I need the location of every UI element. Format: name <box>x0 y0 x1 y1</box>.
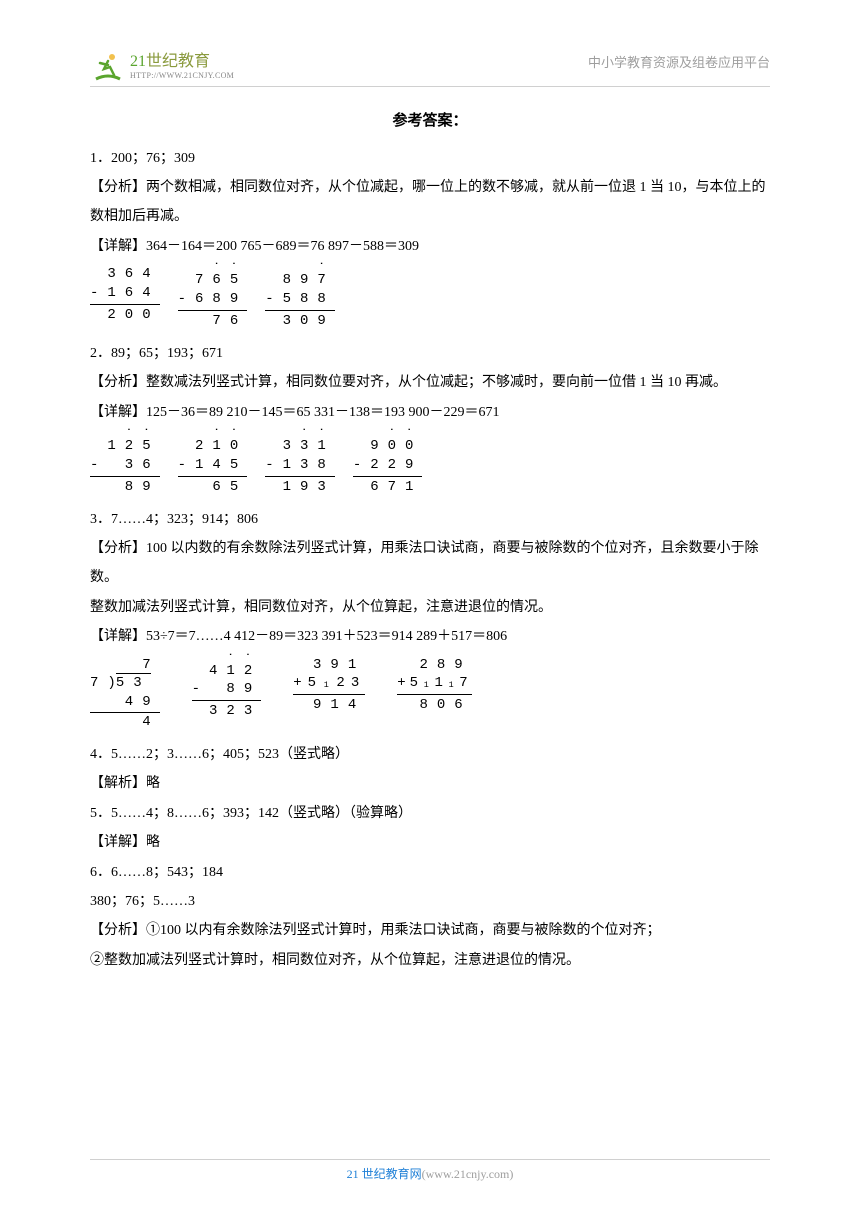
logo-text: 21世纪教育 HTTP://WWW.21CNJY.COM <box>130 54 234 80</box>
q1-analysis: 【分析】两个数相减，相同数位对齐，从个位减起，哪一位上的数不够减，就从前一位退 … <box>90 173 770 232</box>
q4-analysis: 【解析】略 <box>90 769 770 798</box>
q2-analysis: 【分析】整数减法列竖式计算，相同数位要对齐，从个位减起；不够减时，要向前一位借 … <box>90 368 770 397</box>
q1-detail: 【详解】364－164＝200 765－689＝76 897－588＝309 <box>90 232 770 261</box>
calc-block: ˙˙ 210-145 65 <box>178 431 248 497</box>
logo: 21世纪教育 HTTP://WWW.21CNJY.COM <box>90 49 234 85</box>
q3-detail: 【详解】53÷7＝7……4 412－89＝323 391＋523＝914 289… <box>90 622 770 651</box>
q6-analysis1: 【分析】①100 以内有余数除法列竖式计算时，用乘法口诀试商，商要与被除数的个位… <box>90 916 770 945</box>
calc-block: 289+5₁1₁7 806 <box>397 656 471 716</box>
page-content: 参考答案： 1．200；76；309 【分析】两个数相减，相同数位对齐，从个位减… <box>90 106 770 975</box>
calc-block: ˙ 897-588 309 <box>265 265 335 331</box>
logo-url: HTTP://WWW.21CNJY.COM <box>130 72 234 80</box>
calc-block: ˙˙ 125- 36 89 <box>90 431 160 497</box>
footer-brand: 21 世纪教育网 <box>347 1167 422 1181</box>
calc-block: ˙˙ 331-138 193 <box>265 431 335 497</box>
q1-answer: 1．200；76；309 <box>90 144 770 173</box>
q6-line2: 380；76；5……3 <box>90 887 770 916</box>
q3-analysis1: 【分析】100 以内数的有余数除法列竖式计算，用乘法口诀试商，商要与被除数的个位… <box>90 534 770 593</box>
calc-block: ˙˙ 765-689 76 <box>178 265 248 331</box>
q4-answer: 4．5……2；3……6；405；523（竖式略） <box>90 740 770 769</box>
calc-block: ˙˙ 900-229 671 <box>353 431 423 497</box>
footer-divider <box>90 1159 770 1160</box>
calc-block: 391+5₁23 914 <box>293 656 365 716</box>
logo-rest: 世纪教育 <box>146 53 210 70</box>
runner-logo-icon <box>90 49 126 85</box>
header-divider <box>90 86 770 87</box>
footer-site: (www.21cnjy.com) <box>422 1167 514 1181</box>
logo-21: 21 <box>130 53 146 70</box>
q2-calculations: ˙˙ 125- 36 89 ˙˙ 210-145 65 ˙˙ 331-138 1… <box>90 431 770 497</box>
calc-block: ˙˙ 412- 89 323 <box>192 656 262 722</box>
q5-answer: 5．5……4；8……6；393；142（竖式略）（验算略） <box>90 799 770 828</box>
header-subtitle: 中小学教育资源及组卷应用平台 <box>588 52 770 71</box>
q2-answer: 2．89；65；193；671 <box>90 339 770 368</box>
page-footer: 21 世纪教育网(www.21cnjy.com) <box>0 1165 860 1182</box>
q3-answer: 3．7……4；323；914；806 <box>90 505 770 534</box>
q6-analysis2: ②整数加减法列竖式计算时，相同数位对齐，从个位算起，注意进退位的情况。 <box>90 946 770 975</box>
q1-calculations: 364-164 200 ˙˙ 765-689 76 ˙ 897-588 309 <box>90 265 770 331</box>
q3-calculations: 7 7)53 49 4 ˙˙ 412- 89 323 391+5₁23 914 … <box>90 656 770 733</box>
calc-block: 364-164 200 <box>90 265 160 331</box>
page-title: 参考答案： <box>90 106 770 138</box>
q2-detail: 【详解】125－36＝89 210－145＝65 331－138＝193 900… <box>90 398 770 427</box>
q6-answer: 6．6……8；543；184 <box>90 858 770 887</box>
long-division: 7 7)53 49 4 <box>90 656 160 733</box>
q3-analysis2: 整数加减法列竖式计算，相同数位对齐，从个位算起，注意进退位的情况。 <box>90 593 770 622</box>
q5-analysis: 【详解】略 <box>90 828 770 857</box>
